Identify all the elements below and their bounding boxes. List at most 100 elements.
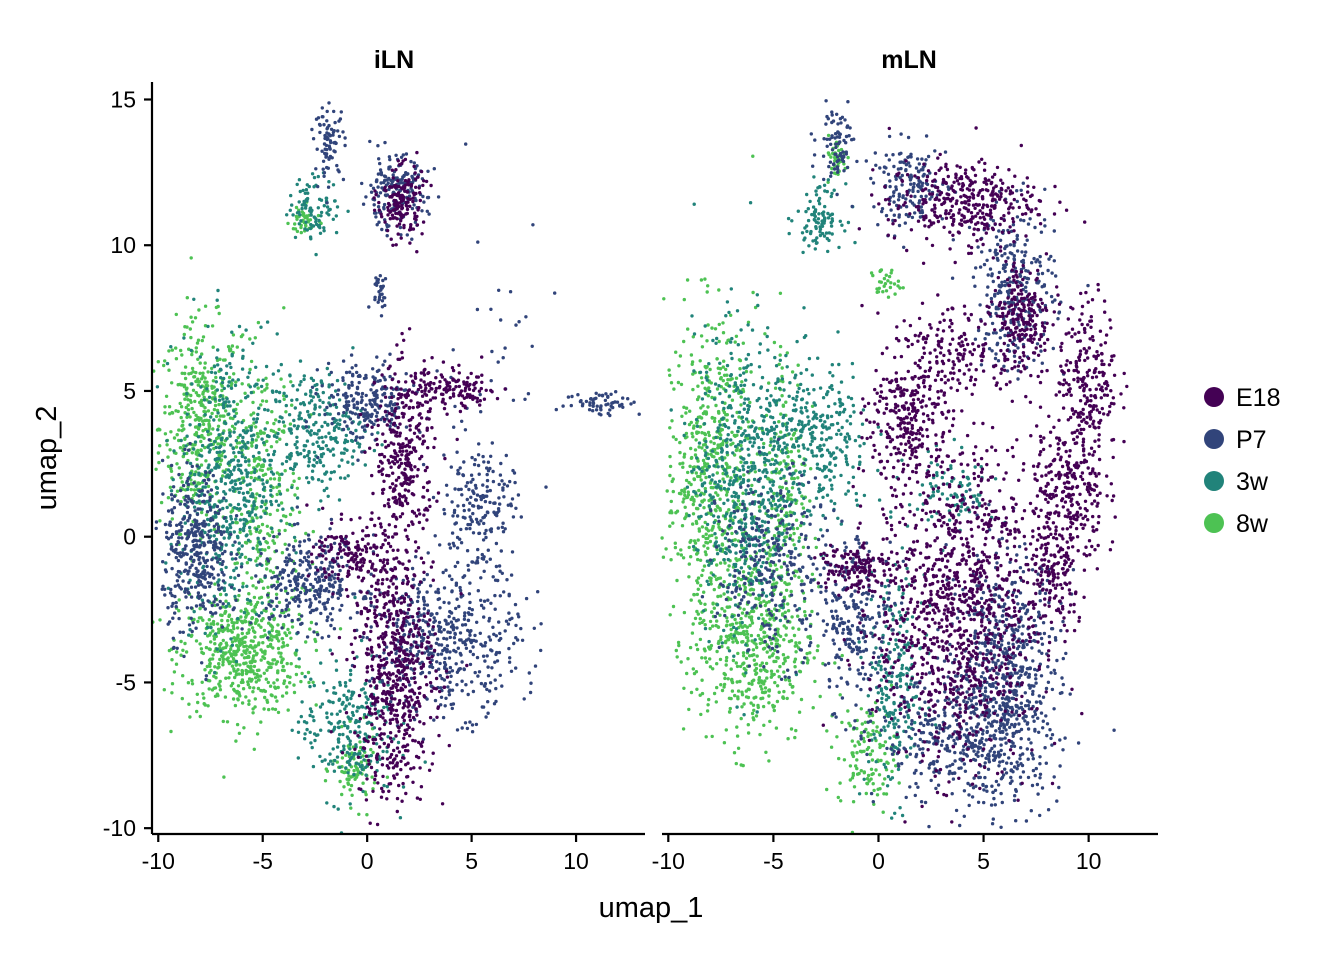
point-8w [233,639,238,643]
point-p7 [196,591,201,595]
point-p7 [192,481,196,485]
point-8w [252,595,257,600]
point-3w [319,210,324,215]
point-p7 [470,519,474,524]
point-p7 [435,637,440,641]
point-p7 [220,586,224,590]
point-e18 [459,389,464,393]
point-p7 [220,552,225,556]
point-e18 [425,417,429,421]
point-e18 [371,491,375,496]
point-p7 [229,585,234,589]
point-3w [226,602,231,606]
point-8w [178,382,182,387]
point-3w [221,506,225,511]
point-p7 [591,409,595,413]
point-3w [222,386,226,391]
point-e18 [404,449,409,453]
point-3w [346,760,350,764]
point-p7 [215,522,219,526]
point-3w [236,548,240,552]
point-8w [193,399,197,404]
point-e18 [451,368,456,373]
point-8w [226,345,231,349]
point-8w [196,481,201,485]
point-p7 [298,600,302,604]
point-p7 [184,562,188,566]
point-3w [225,364,229,368]
point-p7 [615,400,620,404]
point-8w [235,643,239,648]
point-p7 [188,441,192,446]
point-3w [208,443,212,447]
point-8w [285,685,289,689]
point-p7 [209,581,213,585]
point-3w [202,398,207,402]
point-8w [308,627,312,631]
point-e18 [385,797,389,801]
point-3w [215,388,219,392]
point-8w [204,645,209,650]
point-3w [349,696,353,701]
point-8w [350,793,354,797]
point-3w [251,507,255,511]
point-3w [214,465,218,469]
point-p7 [374,414,379,418]
point-p7 [597,393,601,397]
point-3w [364,701,369,705]
point-p7 [379,172,384,177]
point-3w [251,546,255,550]
point-3w [343,707,347,711]
point-3w [320,759,324,763]
point-3w [293,406,297,410]
point-p7 [280,608,284,613]
point-8w [235,620,239,625]
point-p7 [456,560,460,565]
point-p7 [176,540,180,544]
point-p7 [497,288,501,292]
point-p7 [480,556,484,561]
point-3w [360,704,364,709]
point-p7 [175,579,180,583]
point-e18 [398,457,402,462]
point-p7 [368,139,372,144]
point-8w [177,609,181,613]
point-p7 [326,615,330,619]
point-3w [260,437,264,441]
point-3w [315,432,319,436]
point-8w [272,477,277,481]
point-e18 [383,385,387,389]
point-p7 [291,545,296,549]
point-e18 [383,602,387,607]
point-p7 [214,556,218,560]
point-p7 [171,646,176,650]
point-p7 [415,599,420,604]
point-8w [255,516,259,520]
point-e18 [410,390,415,394]
point-3w [295,648,299,652]
point-3w [243,459,248,464]
point-e18 [382,479,386,483]
point-8w [189,482,193,486]
point-3w [305,429,309,433]
point-p7 [462,460,466,464]
point-p7 [486,460,491,464]
point-e18 [430,356,434,360]
point-e18 [370,425,374,429]
point-8w [232,667,236,671]
point-3w [338,476,343,480]
point-p7 [459,487,463,491]
point-p7 [189,523,194,527]
point-p7 [461,473,465,477]
point-3w [284,394,289,398]
point-8w [184,650,189,654]
point-p7 [170,604,174,608]
point-p7 [470,560,474,564]
point-8w [242,656,247,660]
point-3w [259,325,263,329]
point-8w [282,668,286,673]
point-e18 [484,388,488,392]
point-e18 [471,388,476,393]
point-p7 [181,553,186,557]
